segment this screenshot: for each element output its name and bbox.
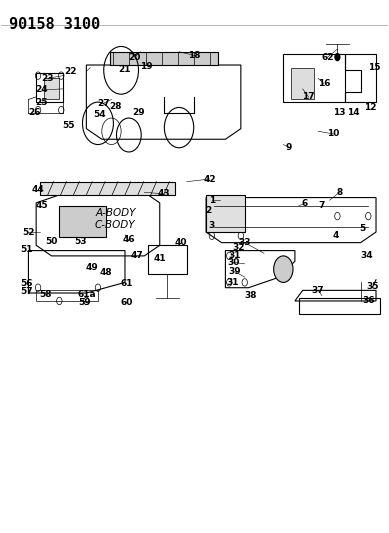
Text: 20: 20 bbox=[128, 53, 141, 62]
Text: 15: 15 bbox=[368, 63, 380, 72]
Text: 16: 16 bbox=[318, 79, 330, 88]
Bar bbox=[283, 54, 345, 102]
Text: 61: 61 bbox=[121, 279, 133, 288]
Text: 53: 53 bbox=[74, 237, 87, 246]
Text: 10: 10 bbox=[328, 130, 340, 139]
Text: 58: 58 bbox=[40, 289, 52, 298]
Bar bbox=[36, 73, 63, 102]
Text: 60: 60 bbox=[121, 298, 133, 307]
Text: 7: 7 bbox=[319, 201, 325, 210]
Text: 9: 9 bbox=[286, 143, 292, 152]
Text: 55: 55 bbox=[63, 122, 75, 131]
Text: 32: 32 bbox=[233, 244, 245, 253]
Text: 4: 4 bbox=[332, 231, 339, 240]
Text: 3: 3 bbox=[209, 221, 215, 230]
Bar bbox=[291, 68, 314, 100]
Text: 30: 30 bbox=[227, 258, 239, 266]
Text: 28: 28 bbox=[109, 102, 122, 111]
Text: 56: 56 bbox=[20, 279, 33, 288]
Text: 39: 39 bbox=[229, 268, 241, 276]
Text: 8: 8 bbox=[336, 188, 342, 197]
Text: 31: 31 bbox=[229, 252, 241, 261]
Text: 14: 14 bbox=[347, 108, 359, 117]
Text: 46: 46 bbox=[123, 236, 135, 245]
Text: 49: 49 bbox=[86, 263, 98, 272]
Text: 62: 62 bbox=[321, 53, 334, 62]
Text: 27: 27 bbox=[97, 99, 110, 108]
Text: 23: 23 bbox=[42, 74, 54, 83]
Text: 12: 12 bbox=[364, 103, 377, 112]
Text: 48: 48 bbox=[99, 268, 112, 277]
Text: 21: 21 bbox=[119, 64, 131, 74]
Text: 43: 43 bbox=[157, 189, 170, 198]
Bar bbox=[59, 206, 106, 237]
Bar bbox=[110, 52, 218, 65]
Text: 19: 19 bbox=[140, 62, 152, 70]
Text: 6: 6 bbox=[301, 199, 308, 208]
Text: 90158 3100: 90158 3100 bbox=[9, 17, 100, 33]
Text: A-BODY
C-BODY: A-BODY C-BODY bbox=[95, 208, 136, 230]
Text: 36: 36 bbox=[362, 296, 375, 305]
Text: 22: 22 bbox=[65, 67, 77, 76]
Text: 33: 33 bbox=[238, 238, 251, 247]
Text: 41: 41 bbox=[153, 254, 166, 263]
Text: 37: 37 bbox=[312, 286, 324, 295]
Text: 35: 35 bbox=[366, 282, 378, 291]
Text: 38: 38 bbox=[244, 291, 257, 300]
Text: 54: 54 bbox=[94, 110, 106, 119]
Text: 26: 26 bbox=[28, 108, 40, 117]
Text: 24: 24 bbox=[36, 85, 48, 94]
Text: 29: 29 bbox=[132, 108, 145, 117]
Text: 17: 17 bbox=[302, 92, 315, 101]
Circle shape bbox=[334, 53, 340, 61]
Text: 45: 45 bbox=[36, 201, 48, 210]
Text: 34: 34 bbox=[360, 252, 373, 261]
Text: 59: 59 bbox=[78, 298, 91, 307]
Text: 47: 47 bbox=[130, 252, 143, 261]
Text: 5: 5 bbox=[359, 224, 366, 233]
Text: 13: 13 bbox=[333, 108, 345, 117]
Text: 42: 42 bbox=[203, 174, 216, 183]
Bar bbox=[206, 195, 245, 232]
Bar bbox=[40, 182, 175, 195]
Text: 2: 2 bbox=[205, 206, 211, 215]
Text: 51: 51 bbox=[20, 245, 33, 254]
Text: 25: 25 bbox=[36, 98, 48, 107]
Circle shape bbox=[274, 256, 293, 282]
Text: 52: 52 bbox=[22, 228, 35, 237]
Bar bbox=[148, 245, 187, 274]
Text: 57: 57 bbox=[20, 287, 33, 296]
Text: 40: 40 bbox=[175, 238, 187, 247]
Text: 50: 50 bbox=[46, 237, 58, 246]
Text: 61a: 61a bbox=[77, 289, 96, 298]
Text: 18: 18 bbox=[188, 51, 201, 60]
Text: 1: 1 bbox=[209, 196, 215, 205]
Bar bbox=[36, 290, 98, 301]
Bar bbox=[44, 78, 59, 100]
Text: 31: 31 bbox=[227, 278, 239, 287]
Text: 44: 44 bbox=[32, 185, 44, 194]
